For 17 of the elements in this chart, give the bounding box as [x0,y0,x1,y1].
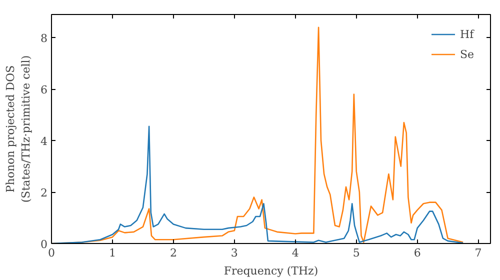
x-tick-label: 7 [474,246,482,260]
x-tick-label: 2 [170,246,177,260]
y-axis-title: Phonon projected DOS (States/THz·primitive cell) [4,55,32,203]
legend-label: Se [460,48,476,60]
x-tick-label: 3 [230,246,238,260]
x-tick-label: 4 [292,246,299,260]
y-tick-label: 8 [40,32,48,46]
y-tick-label: 6 [40,84,48,97]
x-axis-title: Frequency (THz) [224,264,318,278]
legend-label: Hf [460,28,476,40]
x-tick-label: 1 [108,246,116,260]
x-tick-label: 6 [414,246,421,260]
line-series [52,126,464,244]
x-tick-label: 5 [352,246,360,260]
y-tick-label: 0 [40,238,48,251]
y-tick-label: 4 [40,135,48,148]
y-tick-label: 2 [40,186,48,200]
